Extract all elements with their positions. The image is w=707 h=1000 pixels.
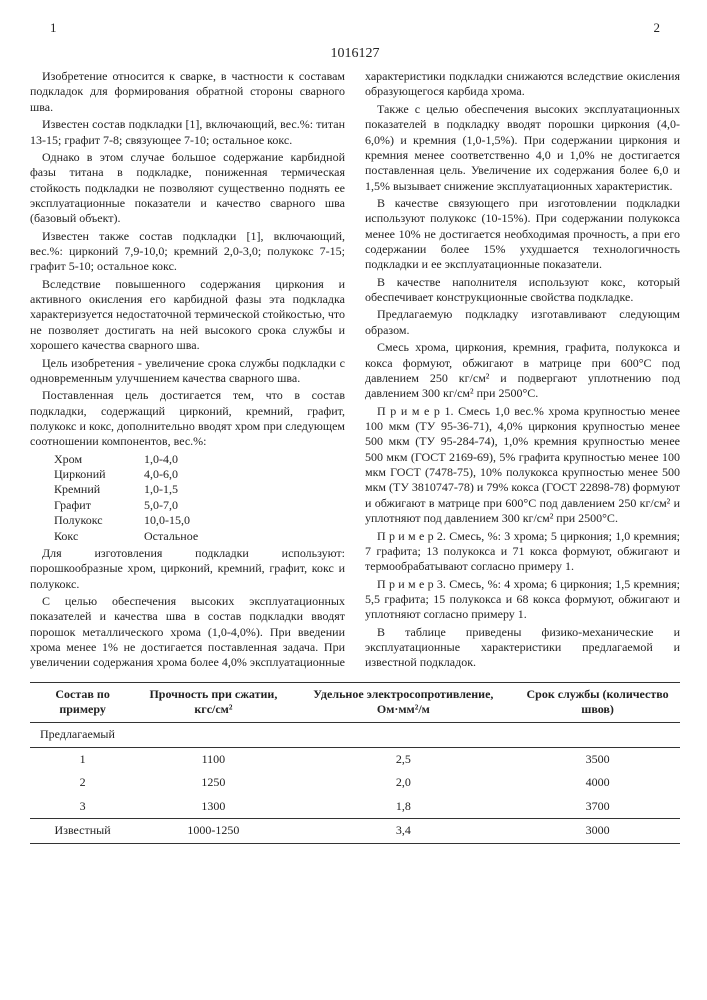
- cell: 3000: [515, 819, 680, 844]
- cell: 2,5: [292, 747, 516, 771]
- para: Вследствие повышенного содержания циркон…: [30, 277, 345, 354]
- cell: 2: [30, 771, 135, 795]
- cell: 1: [30, 747, 135, 771]
- cell: 1000-1250: [135, 819, 291, 844]
- cell: 2,0: [292, 771, 516, 795]
- comp-name: Полукокс: [54, 513, 144, 528]
- results-table: Состав по примеру Прочность при сжатии, …: [30, 682, 680, 844]
- para: Предлагаемую подкладку изготавливают сле…: [365, 307, 680, 338]
- page-num-right: 2: [654, 20, 661, 37]
- comp-row: Полукокс10,0-15,0: [54, 513, 345, 528]
- para: Также с целью обеспечения высоких эксплу…: [365, 102, 680, 194]
- comp-row: КоксОстальное: [54, 529, 345, 544]
- para: В таблице приведены физико-механические …: [365, 625, 680, 671]
- comp-name: Хром: [54, 452, 144, 467]
- comp-row: Хром1,0-4,0: [54, 452, 345, 467]
- para: Для изготовления подкладки используют: п…: [30, 546, 345, 592]
- para: П р и м е р 3. Смесь, %: 4 хрома; 6 цирк…: [365, 577, 680, 623]
- comp-val: 4,0-6,0: [144, 467, 178, 482]
- cell: 3: [30, 795, 135, 819]
- cell: 3500: [515, 747, 680, 771]
- comp-name: Цирконий: [54, 467, 144, 482]
- comp-val: 1,0-1,5: [144, 482, 178, 497]
- para: Однако в этом случае большое содержание …: [30, 150, 345, 227]
- para: Цель изобретения - увеличение срока служ…: [30, 356, 345, 387]
- col-header: Прочность при сжатии, кгс/см²: [135, 682, 291, 722]
- col-header: Состав по примеру: [30, 682, 135, 722]
- comp-row: Графит5,0-7,0: [54, 498, 345, 513]
- cell: 4000: [515, 771, 680, 795]
- table-header-row: Состав по примеру Прочность при сжатии, …: [30, 682, 680, 722]
- col-header: Срок службы (количество швов): [515, 682, 680, 722]
- comp-val: 10,0-15,0: [144, 513, 190, 528]
- comp-name: Кремний: [54, 482, 144, 497]
- cell: 1,8: [292, 795, 516, 819]
- para: Изобретение относится к сварке, в частно…: [30, 69, 345, 115]
- page-num-left: 1: [50, 20, 57, 37]
- cell: 1100: [135, 747, 291, 771]
- comp-name: Кокс: [54, 529, 144, 544]
- table-row: 3 1300 1,8 3700: [30, 795, 680, 819]
- comp-row: Кремний1,0-1,5: [54, 482, 345, 497]
- cell: 3700: [515, 795, 680, 819]
- comp-name: Графит: [54, 498, 144, 513]
- comp-val: Остальное: [144, 529, 198, 544]
- table-row: 2 1250 2,0 4000: [30, 771, 680, 795]
- para: В качестве наполнителя используют кокс, …: [365, 275, 680, 306]
- table-row: 1 1100 2,5 3500: [30, 747, 680, 771]
- cell: Известный: [30, 819, 135, 844]
- cell: 3,4: [292, 819, 516, 844]
- para: Поставленная цель достигается тем, что в…: [30, 388, 345, 449]
- para: П р и м е р 1. Смесь 1,0 вес.% хрома кру…: [365, 404, 680, 527]
- cell: 1300: [135, 795, 291, 819]
- para: В качестве связующего при изготовлении п…: [365, 196, 680, 273]
- document-number: 1016127: [30, 45, 680, 63]
- table-row-known: Известный 1000-1250 3,4 3000: [30, 819, 680, 844]
- para: Известен состав подкладки [1], включающи…: [30, 117, 345, 148]
- comp-val: 5,0-7,0: [144, 498, 178, 513]
- comp-val: 1,0-4,0: [144, 452, 178, 467]
- cell: 1250: [135, 771, 291, 795]
- para: Смесь хрома, циркония, кремния, графита,…: [365, 340, 680, 401]
- section-row: Предлагаемый: [30, 722, 680, 747]
- composition-table: Хром1,0-4,0 Цирконий4,0-6,0 Кремний1,0-1…: [54, 452, 345, 544]
- section-label: Предлагаемый: [30, 722, 680, 747]
- para: Известен также состав подкладки [1], вкл…: [30, 229, 345, 275]
- col-header: Удельное электросопротивление, Ом·мм²/м: [292, 682, 516, 722]
- para: П р и м е р 2. Смесь, %: 3 хрома; 5 цирк…: [365, 529, 680, 575]
- comp-row: Цирконий4,0-6,0: [54, 467, 345, 482]
- body-columns: Изобретение относится к сварке, в частно…: [30, 69, 680, 672]
